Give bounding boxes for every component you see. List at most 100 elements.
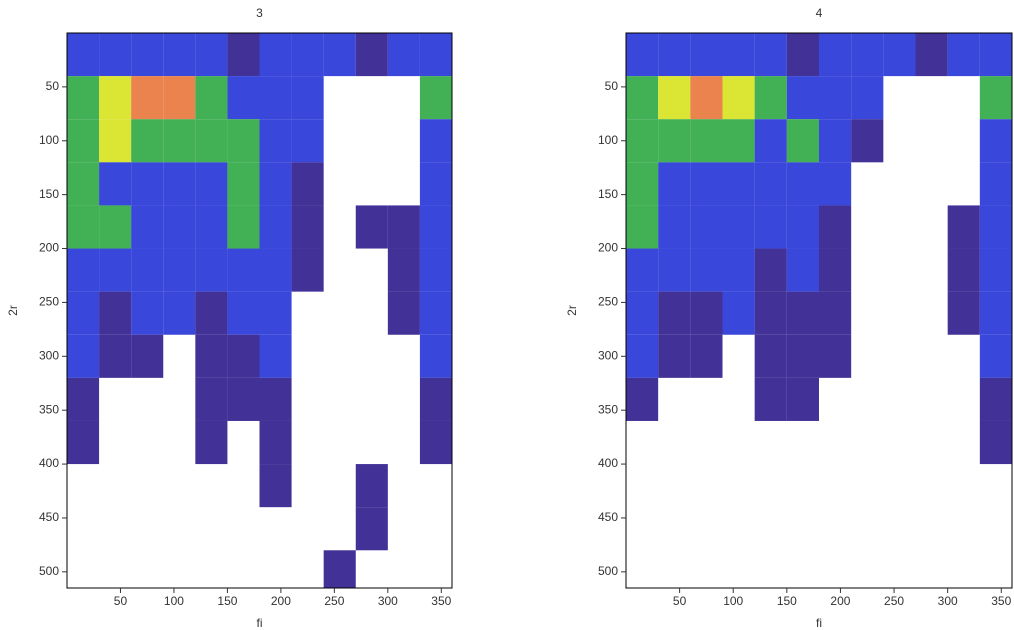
heat-cell [99, 334, 132, 378]
y-tick-label: 50 [46, 79, 60, 93]
heat-cell [99, 33, 132, 77]
heat-cell [979, 162, 1012, 206]
heat-cell [626, 33, 659, 77]
heat-cell [690, 248, 723, 292]
y-axis-label: 2r [565, 305, 579, 316]
heat-cell [819, 205, 852, 249]
x-tick-label: 300 [938, 594, 958, 608]
x-tick-label: 150 [777, 594, 797, 608]
heat-cell [195, 377, 228, 421]
heat-cell [259, 33, 292, 77]
heat-cell [419, 334, 452, 378]
heat-cell [259, 291, 292, 335]
heat-cell [754, 205, 787, 249]
heat-cell [690, 162, 723, 206]
heat-cell [131, 33, 164, 77]
heat-cell [754, 162, 787, 206]
heat-cell [99, 76, 132, 120]
heat-cell [67, 33, 100, 77]
heat-cell [195, 76, 228, 120]
heat-cell [626, 334, 659, 378]
x-tick-label: 250 [884, 594, 904, 608]
x-tick-label: 150 [217, 594, 237, 608]
heat-cell [419, 162, 452, 206]
heat-cell [99, 291, 132, 335]
y-tick-label: 450 [598, 510, 618, 524]
heat-cell [163, 291, 196, 335]
heat-cell [722, 162, 755, 206]
heat-cell [690, 33, 723, 77]
panel-title: 3 [256, 6, 263, 20]
x-axis-label: fi [816, 616, 822, 630]
heat-cell [99, 162, 132, 206]
plot-frame [625, 32, 1013, 589]
panel-title: 4 [816, 6, 823, 20]
heat-cell [323, 550, 356, 588]
heat-cell [754, 33, 787, 77]
heat-cell [195, 248, 228, 292]
heat-cell [979, 33, 1012, 77]
y-tick-label: 400 [39, 456, 59, 470]
x-axis-label: fi [257, 616, 263, 630]
heat-cell [291, 76, 324, 120]
heat-cell [658, 334, 691, 378]
y-tick-label: 100 [598, 133, 618, 147]
heat-cell [722, 33, 755, 77]
y-tick-label: 300 [598, 348, 618, 362]
heat-cell [195, 420, 228, 465]
heat-cell [979, 205, 1012, 249]
heat-cell [227, 119, 260, 163]
heat-cell [67, 76, 100, 120]
heat-cell [195, 291, 228, 335]
heat-cell [163, 119, 196, 163]
heat-cell [690, 291, 723, 335]
heat-cell [626, 205, 659, 249]
heat-cell [947, 33, 980, 77]
plot-frame [66, 32, 453, 589]
heat-cell [658, 162, 691, 206]
heat-cell [67, 420, 100, 465]
heat-cell [291, 205, 324, 249]
heat-cell [658, 33, 691, 77]
heat-cell [626, 119, 659, 163]
heat-cell [754, 291, 787, 335]
y-axis-label: 2r [6, 305, 20, 316]
x-tick-label: 50 [673, 594, 687, 608]
heat-cell [227, 377, 260, 421]
y-tick-label: 100 [39, 133, 59, 147]
heat-cell [67, 377, 100, 421]
heat-cell [722, 119, 755, 163]
heat-cell [786, 119, 819, 163]
heat-cell [67, 334, 100, 378]
heat-cell [851, 119, 884, 163]
heat-cell [291, 33, 324, 77]
heat-cell [387, 248, 420, 292]
heat-cell [195, 205, 228, 249]
y-tick-label: 350 [598, 402, 618, 416]
heat-cell [355, 507, 388, 551]
heat-cell [786, 33, 819, 77]
heat-cell [626, 162, 659, 206]
heat-cell [227, 33, 260, 77]
heat-cell [786, 76, 819, 120]
heat-cell [195, 119, 228, 163]
heat-cell [947, 205, 980, 249]
heat-cell [259, 248, 292, 292]
heat-cell [786, 334, 819, 378]
heat-cell [163, 76, 196, 120]
x-tick-label: 350 [431, 594, 451, 608]
heat-cell [690, 205, 723, 249]
heat-cell [819, 334, 852, 378]
heat-cell [851, 33, 884, 77]
heat-cell [947, 291, 980, 335]
y-tick-label: 350 [39, 402, 59, 416]
panel: 50 100 150 200 250 300 35050100150200250300350… [6, 6, 453, 630]
heat-cell [163, 248, 196, 292]
panel: 50 100 150 200 250 300 35050100150200250300350… [565, 6, 1013, 630]
heat-cell [786, 162, 819, 206]
heat-cell [722, 205, 755, 249]
heat-cell [131, 291, 164, 335]
heat-cell [67, 205, 100, 249]
heat-cell [786, 248, 819, 292]
